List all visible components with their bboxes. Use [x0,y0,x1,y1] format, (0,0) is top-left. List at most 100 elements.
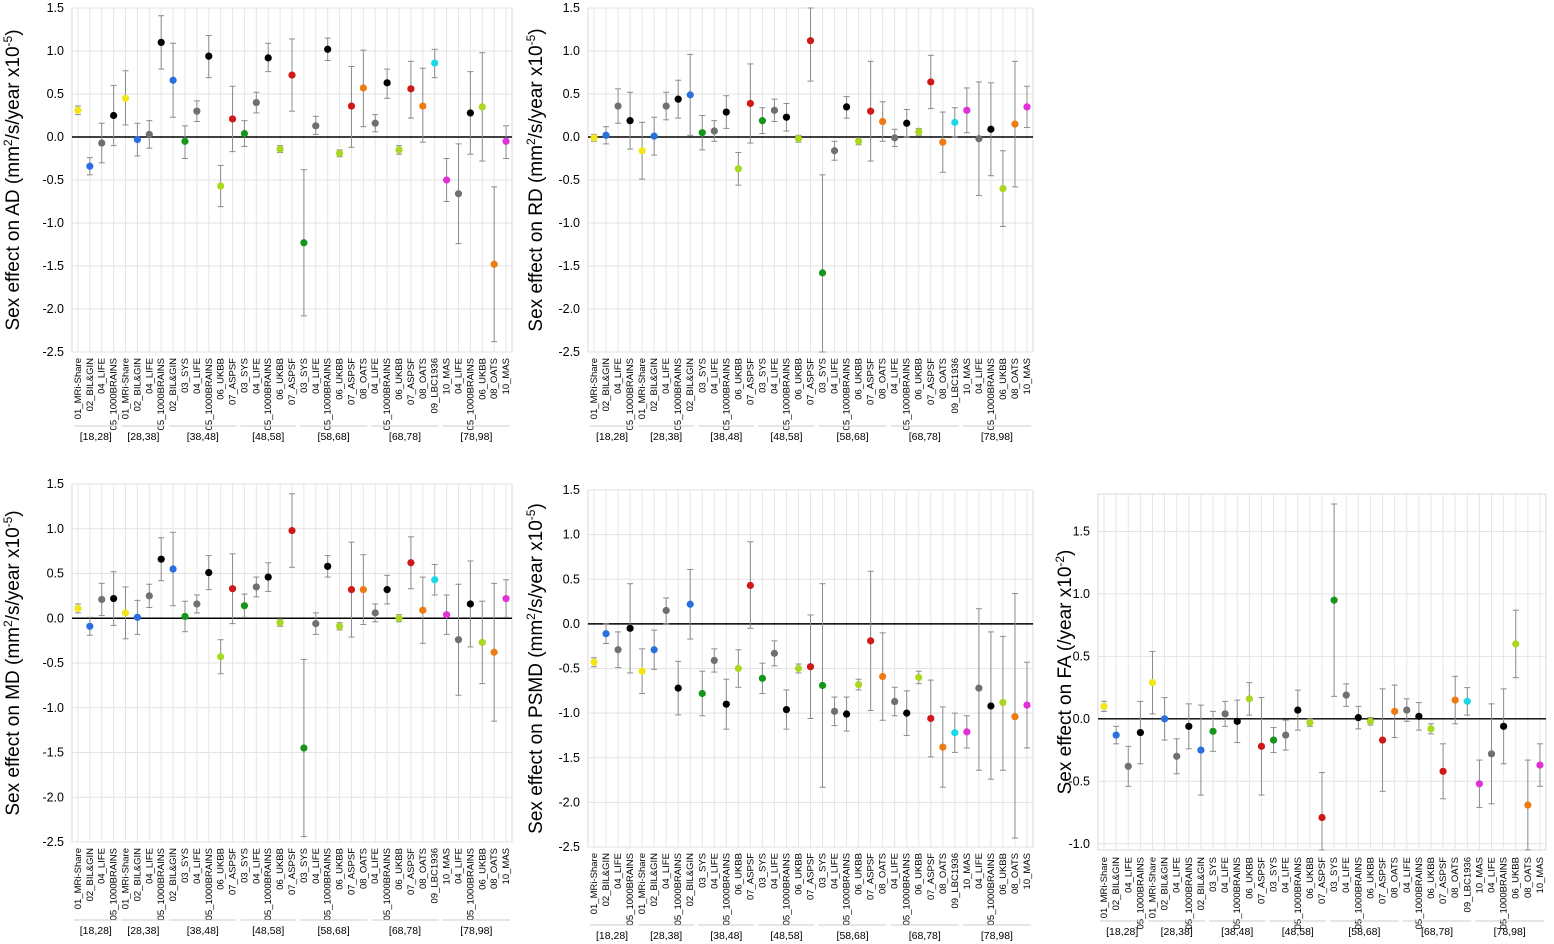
data-point-group [999,635,1007,771]
y-tick-label: -0.5 [558,173,580,187]
data-point-group [1463,687,1471,716]
x-category-label: 05_1000BRAINS [673,358,684,430]
x-category-label: 03_SYS [299,358,310,393]
data-point-group [746,63,754,144]
age-group-label: [48,58] [252,431,284,443]
age-group-label: [58,68] [837,431,869,443]
data-point [855,137,863,145]
data-point-group [698,115,706,151]
data-point-group [276,618,284,627]
x-category-label: 06_UKBB [394,848,405,890]
data-point [1269,736,1278,744]
data-point-group [347,541,356,638]
x-category-label: 05_1000BRAINS [323,358,334,430]
x-category-label: 08_OATS [878,358,889,399]
data-point-group [855,137,863,146]
data-point-group [1451,675,1459,725]
data-point [335,149,344,157]
data-point-group [806,7,815,82]
chart-rd: 1.5 1.0 0.5 0.0 -0.5 -1.0 -1.5 -2.0 -2.5 01_MRi-S… [523,0,1043,470]
chart-svg: 1.5 1.0 0.5 0.0 -0.5 -1.0 -1.5 -2.0 -2.5 01_MRi-S… [524,483,1034,942]
x-category-label: 02_BIL&GIN [168,358,179,411]
data-point-group [903,108,911,138]
data-point [806,37,815,45]
data-point-group [698,670,706,717]
data-point [746,99,754,108]
data-point [758,674,766,682]
y-axis-label: Sex effect on FA (/year x10-2) [1053,550,1076,795]
data-point [650,646,658,654]
x-category-label: 07_ASPSF [926,358,937,405]
data-point-group [782,689,791,730]
data-point [806,663,815,671]
data-point-group [1100,700,1108,712]
x-category-label: 07_ASPSF [1378,857,1389,904]
x-category-label: 05_1000BRAINS [986,853,997,925]
x-category-label: 08_OATS [1523,857,1534,898]
age-group-label: [78,98] [460,925,492,937]
data-point-group [915,127,923,136]
data-point-group [662,91,670,121]
x-category-label: 02_BIL&GIN [85,358,96,411]
y-tick-label: 0.5 [563,87,580,101]
age-group-label: [18,28] [596,930,628,942]
x-category-label: 05_1000BRAINS [465,358,476,430]
age-group-label: [58,68] [1348,926,1380,938]
data-point-group [1512,609,1520,679]
data-point [74,604,82,613]
x-category-label: 05_1000BRAINS [902,358,913,430]
y-tick-label: 0.5 [47,87,64,101]
x-category-label: 10_MAS [1474,857,1485,893]
data-point-group [1269,727,1278,754]
x-category-label: 04_LIFE [974,358,985,394]
y-tick-label: 0.0 [47,130,64,144]
x-category-label: 07_ASPSF [287,358,298,405]
x-category-label: 05_1000BRAINS [1232,857,1243,929]
x-category-label: 10_MAS [1022,853,1033,889]
data-point-group [710,648,718,673]
data-point-group [157,537,165,582]
x-category-label: 05_1000BRAINS [1499,857,1510,929]
data-point-group [121,70,130,126]
data-point [324,45,332,53]
data-point [590,658,598,666]
data-point-group [133,122,142,157]
x-category-label: 04_LIFE [370,848,381,884]
data-point-group [359,554,367,626]
data-point-group [1306,718,1314,727]
data-point [324,562,332,570]
x-category-label: 05_1000BRAINS [842,853,853,925]
data-point [1403,706,1411,714]
y-tick-label: 1.0 [47,44,64,58]
data-point [145,130,153,139]
x-category-label: 01_MRi-Share [73,848,84,909]
data-point-group [1487,703,1496,805]
x-category-label: 04_LIFE [613,358,624,394]
x-category-label: 05_1000BRAINS [1353,857,1364,929]
x-category-label: 01_MRi-Share [1147,857,1158,918]
data-point-group [252,576,260,598]
x-category-label: 05_1000BRAINS [109,358,120,430]
data-point-group [240,593,249,618]
x-category-label: 08_OATS [1010,853,1021,894]
data-point-group [1011,593,1019,839]
x-category-label: 07_ASPSF [1317,857,1328,904]
data-point-group [193,100,201,123]
x-category-label: 08_OATS [1390,857,1401,898]
data-point [1330,596,1338,604]
y-tick-label: -2.0 [558,302,580,316]
x-category-label: 10_MAS [501,848,512,884]
x-category-label: 05_1000BRAINS [1184,857,1195,929]
data-point-group [335,622,344,631]
age-group-label: [78,98] [460,431,492,443]
data-point [842,710,851,718]
data-point-group [855,678,863,691]
data-point [121,94,130,102]
age-group-label: [78,98] [981,431,1013,443]
chart-md: 1.5 1.0 0.5 0.0 -0.5 -1.0 -1.5 -2.0 -2.5 01_MRi-S… [0,472,520,944]
data-point-group [614,88,622,124]
x-category-label: 05_1000BRAINS [156,358,167,430]
age-group-label: [18,28] [80,925,112,937]
data-point-group [335,149,344,158]
x-category-label: 04_LIFE [370,358,381,394]
